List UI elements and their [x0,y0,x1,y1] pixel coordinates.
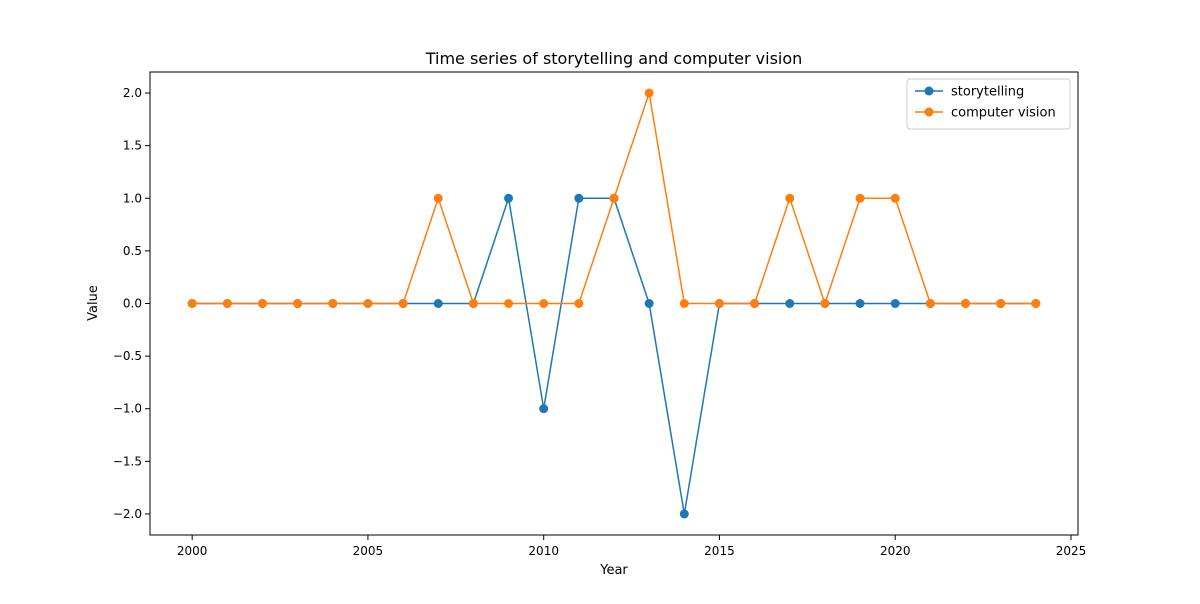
data-point-computer-vision [293,299,303,308]
data-point-computer-vision [644,88,654,98]
y-axis-label: Value [86,285,101,321]
data-point-computer-vision [820,299,830,308]
data-point-computer-vision [961,299,971,308]
data-point-computer-vision [890,193,900,203]
data-point-storytelling [644,299,654,308]
legend-swatch-marker-computer-vision [924,107,934,117]
x-tick-label: 2005 [353,544,384,558]
data-point-storytelling [539,404,549,414]
y-tick-label: 1.0 [123,191,142,205]
x-tick-label: 2025 [1056,544,1087,558]
data-point-computer-vision [750,299,760,308]
legend: storytelling computer vision [906,78,1071,130]
y-tick-label: 2.0 [123,86,142,100]
data-point-computer-vision [539,299,549,308]
y-tick-label: 0.5 [123,244,142,258]
data-point-storytelling [679,509,689,519]
data-point-storytelling [574,193,584,203]
data-point-computer-vision [679,299,689,308]
legend-label-storytelling: storytelling [951,85,1024,100]
data-point-storytelling [785,299,795,308]
y-tick-label: −1.5 [113,454,142,468]
x-axis-label: Year [599,563,628,578]
data-point-computer-vision [363,299,373,308]
data-point-computer-vision [328,299,338,308]
data-point-computer-vision [433,193,443,203]
plot-area [187,88,1041,519]
data-point-computer-vision [468,299,478,308]
data-point-computer-vision [855,193,865,203]
y-tick-label: 1.5 [123,139,142,153]
series-line-storytelling [192,197,1036,515]
y-tick-label: −1.0 [113,402,142,416]
data-point-storytelling [890,299,900,308]
data-point-computer-vision [785,193,795,203]
x-tick-label: 2010 [528,544,559,558]
x-tick-label: 2020 [880,544,911,558]
data-point-computer-vision [609,193,619,203]
data-point-computer-vision [925,299,935,308]
data-point-computer-vision [222,299,232,308]
data-point-computer-vision [257,299,267,308]
data-point-computer-vision [398,299,408,308]
y-tick-label: 0.0 [123,297,142,311]
y-tick-label: −2.0 [113,507,142,521]
legend-label-computer-vision: computer vision [951,106,1056,121]
data-point-computer-vision [996,299,1006,308]
x-tick-label: 2000 [177,544,208,558]
data-point-storytelling [504,193,514,203]
legend-swatch-marker-storytelling [924,86,934,96]
data-point-computer-vision [504,299,514,308]
data-point-computer-vision [714,299,724,308]
data-point-computer-vision [187,299,197,308]
data-point-computer-vision [1031,299,1041,308]
data-point-storytelling [433,299,443,308]
legend-box [906,78,1071,130]
chart-title: Time series of storytelling and computer… [425,49,803,68]
data-point-computer-vision [574,299,584,308]
data-point-storytelling [855,299,865,308]
x-tick-label: 2015 [704,544,735,558]
y-tick-label: −0.5 [113,349,142,363]
